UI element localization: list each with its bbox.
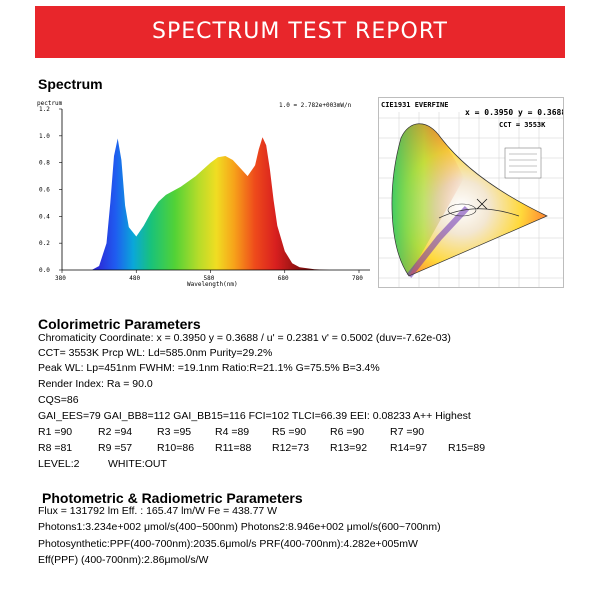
x-tick-label: 780	[352, 275, 363, 282]
cie-header-bg	[379, 98, 563, 112]
cie-locus-outline	[391, 123, 548, 277]
render-index-value: R10=86	[157, 442, 195, 454]
spectrum-xlabel: Wavelength(nm)	[187, 281, 238, 288]
cie-blue-edge	[406, 205, 470, 278]
cie-legend-box	[504, 147, 542, 179]
spectrum-chart-svg: pectrum 1.0 = 2.782e+003mW/n 0.00.20.40.…	[37, 100, 370, 288]
colorimetric-line: Chromaticity Coordinate: x = 0.3950 y = …	[38, 332, 451, 344]
render-index-value: R2 =94	[98, 426, 133, 438]
colorimetric-heading: Colorimetric Parameters	[38, 316, 201, 332]
y-tick-label: 1.2	[39, 106, 50, 113]
level-text: LEVEL:2	[38, 458, 80, 470]
render-index-value: R14=97	[390, 442, 428, 454]
spectrum-ylabel: pectrum	[37, 100, 63, 107]
spectrum-scale-note: 1.0 = 2.782e+003mW/n	[279, 102, 352, 109]
colorimetric-line: Render Index: Ra = 90.0	[38, 378, 153, 390]
render-index-value: R8 =81	[38, 442, 73, 454]
cie-point-marker	[476, 198, 488, 210]
colorimetric-line: CQS=86	[38, 394, 79, 406]
spectrum-area	[62, 137, 359, 270]
y-tick-label: 0.0	[39, 267, 50, 274]
render-index-value: R5 =90	[272, 426, 307, 438]
photometric-line: Photons1:3.234e+002 μmol/s(400~500nm) Ph…	[38, 521, 441, 533]
y-tick-label: 0.4	[39, 213, 50, 220]
render-index-value: R13=92	[330, 442, 368, 454]
spectrum-x-ticks: 380 480 580 680 780	[55, 270, 363, 282]
cie-coords: x = 0.3950 y = 0.3688	[465, 108, 563, 117]
render-index-value: R15=89	[448, 442, 486, 454]
colorimetric-line: CCT= 3553K Prcp WL: Ld=585.0nm Purity=29…	[38, 347, 273, 359]
spectrum-y-ticks: 0.0 0.2 0.4 0.6 0.8 1.0 1.2	[39, 106, 62, 274]
cie-legend-lines	[509, 153, 537, 173]
cie-green-region	[391, 123, 464, 276]
photometric-line: Eff(PPF) (400-700nm):2.86μmol/s/W	[38, 554, 209, 566]
render-index-value: R9 =57	[98, 442, 133, 454]
cie-diagram: CIE1931 EVERFINE x = 0.3950 y = 0.3688 C…	[378, 97, 564, 288]
white-text: WHITE:OUT	[108, 458, 167, 470]
photometric-heading: Photometric & Radiometric Parameters	[42, 490, 303, 506]
photometric-line: Photosynthetic:PPF(400-700nm):2035.6μmol…	[38, 538, 418, 550]
y-tick-label: 1.0	[39, 133, 50, 140]
cie-title: CIE1931 EVERFINE	[381, 101, 448, 109]
report-banner: SPECTRUM TEST REPORT	[35, 6, 565, 58]
cie-ellipse	[447, 203, 477, 217]
x-tick-label: 380	[55, 275, 66, 282]
render-index-value: R3 =95	[157, 426, 192, 438]
colorimetric-line: GAI_EES=79 GAI_BB8=112 GAI_BB15=116 FCI=…	[38, 410, 471, 422]
photometric-line: Flux = 131792 lm Eff. : 165.47 lm/W Fe =…	[38, 505, 278, 517]
render-index-value: R1 =90	[38, 426, 73, 438]
x-tick-label: 580	[204, 275, 215, 282]
cie-cct: CCT = 3553K	[499, 121, 546, 129]
x-tick-label: 480	[129, 275, 140, 282]
x-tick-label: 680	[278, 275, 289, 282]
render-index-value: R4 =89	[215, 426, 250, 438]
spectrum-heading: Spectrum	[38, 76, 103, 92]
y-tick-label: 0.2	[39, 240, 50, 247]
render-index-value: R11=88	[215, 442, 252, 454]
render-index-value: R12=73	[272, 442, 310, 454]
spectrum-chart: pectrum 1.0 = 2.782e+003mW/n 0.0 0.2 0.4 0.…	[37, 97, 370, 290]
y-tick-label: 0.8	[39, 160, 50, 167]
render-index-value: R7 =90	[390, 426, 425, 438]
colorimetric-line: Peak WL: Lp=451nm FWHM: =19.1nm Ratio:R=…	[38, 362, 380, 374]
cie-diagram-svg: CIE1931 EVERFINE x = 0.3950 y = 0.3688 C…	[379, 98, 563, 287]
y-tick-label: 0.6	[39, 187, 50, 194]
report-title: SPECTRUM TEST REPORT	[152, 19, 448, 44]
render-index-value: R6 =90	[330, 426, 365, 438]
